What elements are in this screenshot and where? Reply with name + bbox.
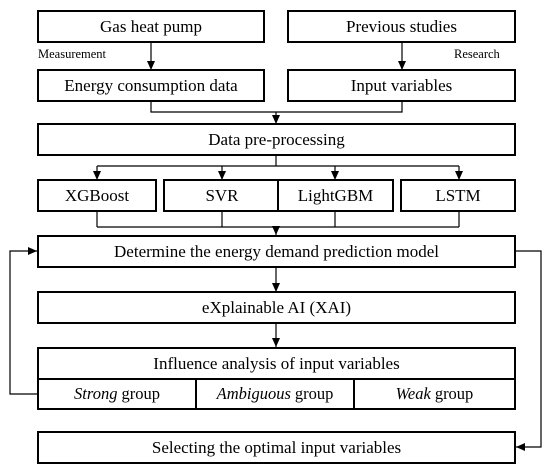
node-svr-label: SVR	[205, 185, 239, 205]
node-xai-label: eXplainable AI (XAI)	[201, 297, 352, 317]
influence-analysis-header: Influence analysis of input variables	[39, 349, 514, 378]
node-lstm: LSTM	[400, 179, 516, 212]
group-strong: Strong group	[39, 380, 195, 408]
node-previous-studies: Previous studies	[287, 10, 516, 43]
node-influence-analysis-label: Influence analysis of input variables	[153, 353, 400, 373]
node-data-preprocessing-label: Data pre-processing	[208, 129, 345, 149]
edge-label-measurement: Measurement	[38, 47, 107, 61]
group-ambiguous-suffix: group	[294, 384, 334, 403]
merge-line-row2	[150, 101, 403, 113]
node-gas-heat-pump-label: Gas heat pump	[100, 16, 202, 36]
node-xgboost-label: XGBoost	[64, 185, 130, 205]
group-strong-suffix: group	[121, 384, 160, 403]
feedback-loop-arrow	[9, 247, 37, 395]
node-xai: eXplainable AI (XAI)	[37, 291, 516, 324]
node-input-variables-label: Input variables	[350, 75, 453, 95]
group-weak: Weak group	[355, 380, 514, 408]
node-svr: SVR	[163, 179, 281, 212]
group-ambiguous: Ambiguous group	[197, 380, 353, 408]
node-lightgbm-label: LightGBM	[297, 185, 374, 205]
group-divider-2	[353, 378, 355, 408]
node-influence-analysis: Influence analysis of input variables St…	[37, 347, 516, 410]
node-energy-consumption-data-label: Energy consumption data	[64, 75, 238, 95]
edge-label-research: Research	[454, 47, 500, 61]
node-input-variables: Input variables	[287, 69, 516, 102]
node-determine-model-label: Determine the energy demand prediction m…	[114, 241, 439, 261]
influence-divider	[39, 378, 514, 380]
node-energy-consumption-data: Energy consumption data	[37, 69, 265, 102]
node-gas-heat-pump: Gas heat pump	[37, 10, 265, 43]
node-lightgbm: LightGBM	[277, 179, 394, 212]
arrow-to-selecting	[516, 250, 542, 451]
group-weak-suffix: group	[434, 384, 474, 403]
group-weak-emphasis: Weak	[395, 384, 431, 403]
node-data-preprocessing: Data pre-processing	[37, 123, 516, 156]
node-selecting-optimal: Selecting the optimal input variables	[37, 431, 516, 464]
node-previous-studies-label: Previous studies	[346, 16, 457, 36]
group-divider-1	[195, 378, 197, 408]
node-determine-model: Determine the energy demand prediction m…	[37, 235, 516, 268]
node-selecting-optimal-label: Selecting the optimal input variables	[151, 437, 402, 457]
group-ambiguous-emphasis: Ambiguous	[216, 384, 291, 403]
node-xgboost: XGBoost	[37, 179, 157, 212]
node-lstm-label: LSTM	[435, 185, 481, 205]
group-strong-emphasis: Strong	[74, 384, 118, 403]
